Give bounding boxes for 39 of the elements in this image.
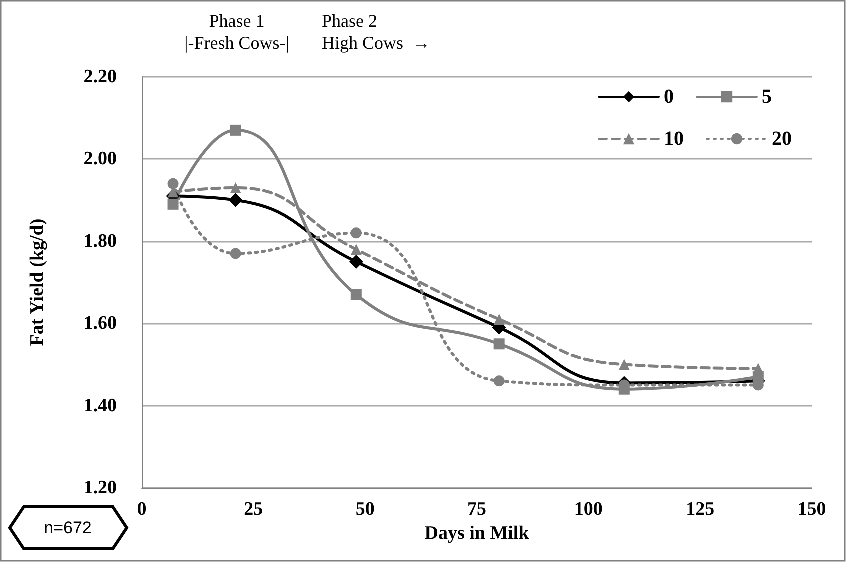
x-tick-label: 25: [244, 499, 264, 520]
y-tick-label: 1.80: [84, 230, 117, 252]
point: [494, 338, 505, 350]
x-tick-label: 150: [798, 499, 826, 520]
point: [350, 244, 362, 256]
y-tick-label: 1.20: [84, 478, 117, 498]
x-tick-label: 75: [468, 499, 486, 520]
point: [618, 359, 630, 370]
point: [168, 198, 179, 210]
legend-label: 0: [664, 86, 674, 108]
point: [350, 228, 362, 239]
point: [350, 289, 362, 300]
x-tick-label: 125: [686, 499, 715, 520]
point: [228, 193, 243, 208]
x-axis-title: Days in Milk: [424, 522, 530, 544]
y-tick-label: 1.60: [84, 313, 117, 334]
legend-label: 20: [772, 128, 792, 150]
point: [752, 363, 764, 374]
text: n=672: [44, 518, 92, 538]
text: Phase 1: [209, 11, 265, 31]
point: [230, 248, 242, 260]
legend-label: 10: [664, 128, 684, 150]
point: [230, 182, 242, 194]
text: High Cows →: [322, 33, 431, 53]
point: [494, 314, 505, 325]
x-tick-label: 50: [356, 499, 375, 520]
point: [494, 376, 505, 387]
point: [168, 178, 179, 190]
legend-label: 5: [762, 86, 772, 108]
y-tick-label: 1.40: [84, 395, 117, 416]
x-tick-label: 0: [137, 499, 147, 520]
y-axis-title: Fat Yield (kg/d): [27, 218, 48, 346]
y-tick-label: 2.20: [84, 66, 117, 88]
text: |-Fresh Cows-|: [184, 33, 290, 53]
text: Phase 2: [322, 11, 378, 31]
point: [349, 254, 364, 269]
y-tick-label: 2.00: [84, 148, 117, 170]
point: [230, 124, 242, 136]
x-tick-label: 100: [574, 499, 603, 520]
